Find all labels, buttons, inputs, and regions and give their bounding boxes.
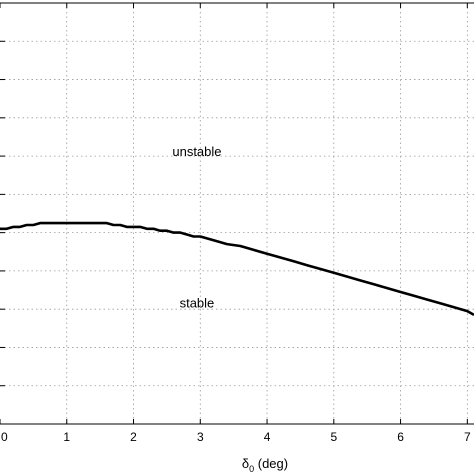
x-tick-label: 7: [464, 430, 471, 444]
x-axis-ticks: 0 1 2 3 4 5 6 7: [0, 3, 471, 444]
annotation-stable: stable: [180, 295, 215, 310]
stability-boundary-series: [0, 221, 474, 317]
x-axis-title-rest: (deg): [254, 456, 288, 471]
annotation-unstable: unstable: [172, 144, 221, 159]
x-tick-label: 1: [63, 430, 70, 444]
x-axis-title: δ0 (deg): [242, 456, 288, 474]
x-axis-title-main: δ: [242, 456, 249, 471]
x-axis-title-subscript: 0: [249, 464, 254, 474]
x-tick-label: 5: [330, 430, 337, 444]
plot-frame: [0, 2, 474, 425]
annotations: unstable stable: [172, 144, 221, 310]
grid: [0, 3, 474, 424]
x-tick-label: 2: [130, 430, 137, 444]
x-tick-label: 0: [1, 430, 8, 444]
x-tick-label: 3: [197, 430, 204, 444]
x-tick-label: 6: [397, 430, 404, 444]
x-tick-label: 4: [264, 430, 271, 444]
series-line: [0, 221, 474, 317]
